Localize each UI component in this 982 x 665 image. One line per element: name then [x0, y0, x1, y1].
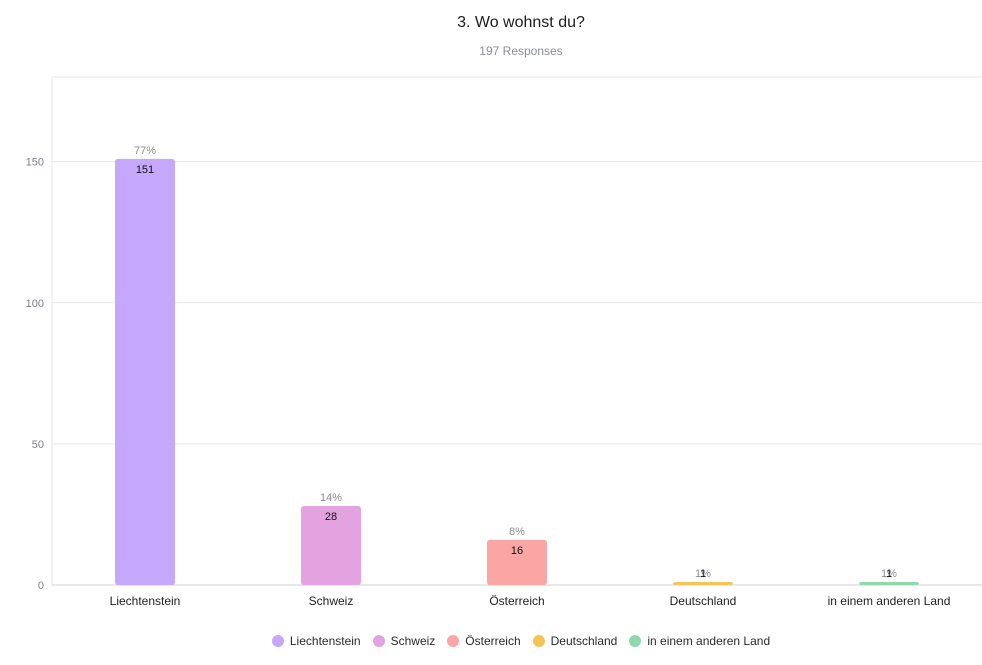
legend-swatch — [372, 635, 385, 647]
bar-schweiz — [301, 505, 361, 585]
legend-item[interactable]: Schweiz — [372, 634, 436, 648]
bar-value-label: 28 — [325, 511, 337, 523]
y-tick-label: 150 — [26, 157, 44, 169]
bar-value-label: 1 — [700, 568, 706, 580]
x-category-label: Liechtenstein — [110, 594, 181, 608]
chart-subtitle: 197 Responses — [479, 44, 563, 58]
bar-deutschland — [673, 582, 733, 585]
legend-swatch — [532, 635, 545, 647]
bar-percent-label: 14% — [320, 492, 342, 504]
bar-percent-label: 8% — [509, 526, 525, 538]
legend-item[interactable]: in einem anderen Land — [629, 634, 770, 648]
bar--sterreich — [487, 539, 547, 585]
y-tick-label: 100 — [26, 298, 44, 310]
bar-value-label: 16 — [511, 545, 523, 557]
legend-label: Liechtenstein — [289, 634, 361, 648]
x-category-label: in einem anderen Land — [828, 594, 951, 608]
legend-item[interactable]: Österreich — [447, 634, 521, 648]
legend: Liechtenstein Schweiz Österreich Deutschlan… — [0, 634, 982, 648]
bar-value-label: 151 — [136, 164, 154, 176]
bar-value-label: 1 — [886, 568, 892, 580]
bar-percent-label: 1% — [695, 568, 711, 580]
chart-title: 3. Wo wohnst du? — [457, 14, 585, 31]
bar-percent-label: 77% — [134, 145, 156, 157]
x-category-label: Deutschland — [670, 594, 737, 608]
legend-label: in einem anderen Land — [647, 634, 771, 648]
bar-percent-label: 1% — [881, 568, 897, 580]
legend-swatch — [629, 635, 642, 647]
x-category-label: Österreich — [489, 594, 544, 608]
legend-item[interactable]: Liechtenstein — [271, 634, 361, 648]
bar-liechtenstein — [115, 158, 175, 585]
legend-label: Österreich — [465, 634, 521, 648]
legend-swatch — [447, 635, 460, 647]
legend-item[interactable]: Deutschland — [532, 634, 618, 648]
legend-label: Deutschland — [550, 634, 618, 648]
y-tick-label: 50 — [32, 439, 44, 451]
legend-swatch — [271, 635, 284, 647]
x-category-label: Schweiz — [309, 594, 354, 608]
bar-in-einem-anderen-land — [859, 582, 919, 585]
y-tick-label: 0 — [38, 580, 44, 592]
legend-label: Schweiz — [390, 634, 436, 648]
